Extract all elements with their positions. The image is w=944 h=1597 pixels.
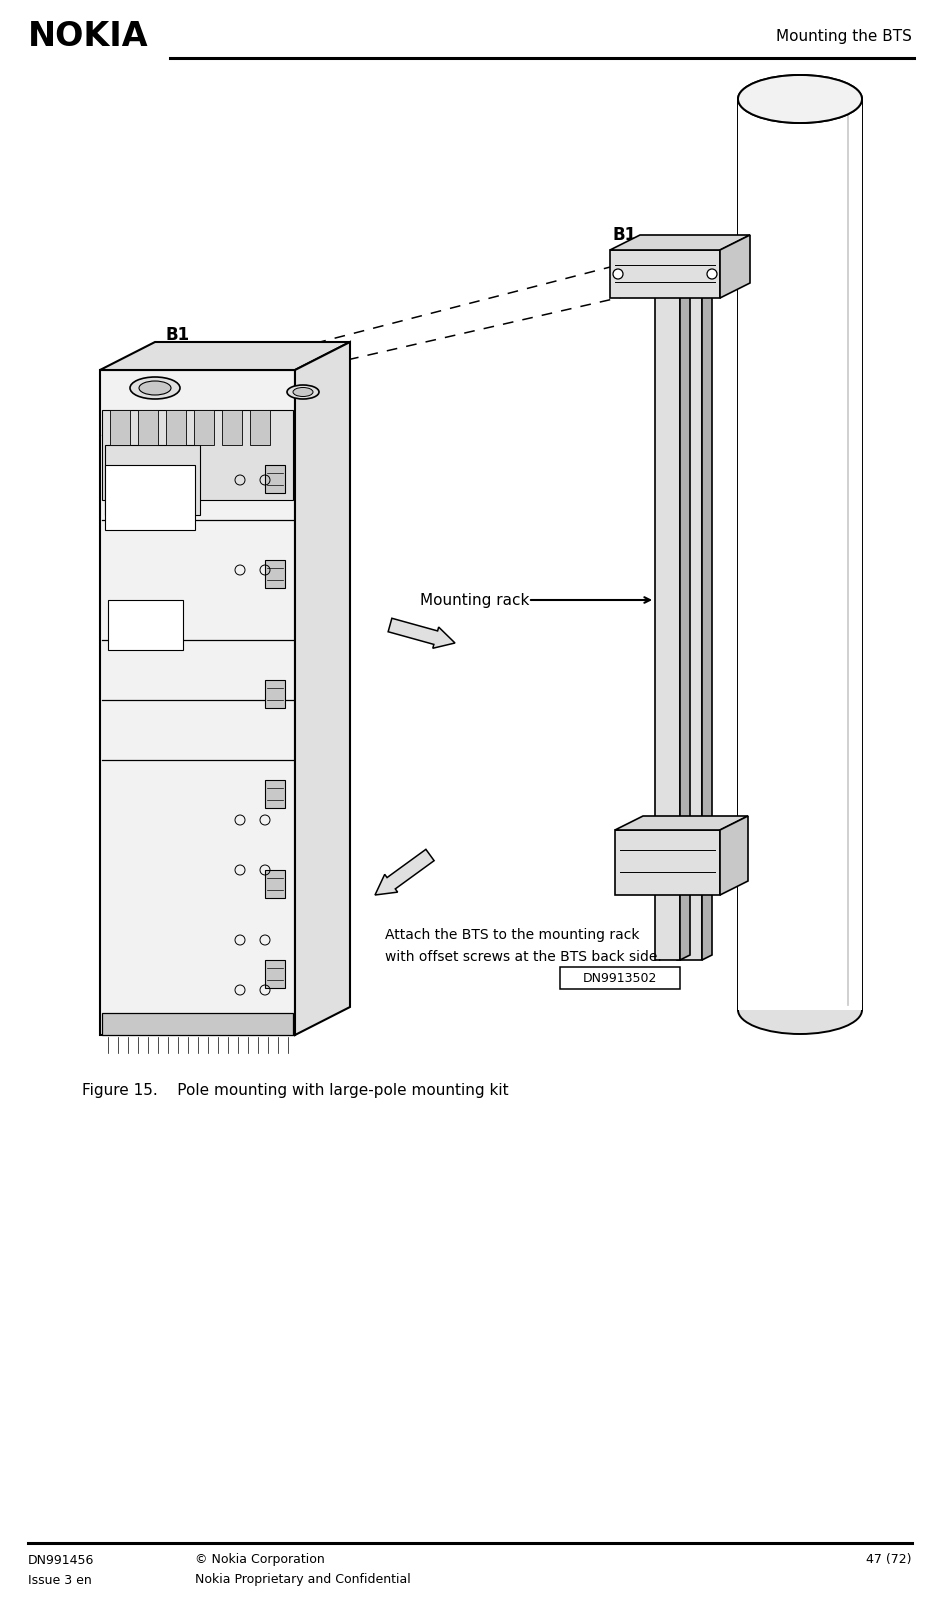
Text: Nokia Proprietary and Confidential: Nokia Proprietary and Confidential <box>195 1573 411 1586</box>
Polygon shape <box>702 284 712 960</box>
Text: B2: B2 <box>253 345 278 363</box>
Ellipse shape <box>287 385 319 399</box>
Text: with offset screws at the BTS back side.: with offset screws at the BTS back side. <box>385 950 662 965</box>
Polygon shape <box>615 816 748 830</box>
Text: 47 (72): 47 (72) <box>867 1554 912 1567</box>
Ellipse shape <box>139 382 171 394</box>
Circle shape <box>613 268 623 279</box>
Polygon shape <box>265 561 285 588</box>
Polygon shape <box>295 342 350 1035</box>
Bar <box>110 410 130 446</box>
Polygon shape <box>265 870 285 898</box>
Bar <box>222 410 242 446</box>
Text: Attach the BTS to the mounting rack: Attach the BTS to the mounting rack <box>385 928 639 942</box>
FancyArrow shape <box>388 618 455 648</box>
Bar <box>194 410 214 446</box>
Bar <box>105 465 195 530</box>
Text: B1: B1 <box>613 227 637 244</box>
Polygon shape <box>100 371 295 1035</box>
FancyArrow shape <box>375 850 434 894</box>
Bar <box>105 446 200 514</box>
Bar <box>138 410 158 446</box>
Bar <box>560 968 680 989</box>
Text: NOKIA: NOKIA <box>28 19 148 53</box>
Polygon shape <box>720 816 748 894</box>
Ellipse shape <box>130 377 180 399</box>
Text: Figure 15.    Pole mounting with large-pole mounting kit: Figure 15. Pole mounting with large-pole… <box>82 1083 509 1097</box>
Polygon shape <box>655 291 680 960</box>
Text: DN991456: DN991456 <box>28 1554 94 1567</box>
Polygon shape <box>615 830 720 894</box>
Bar <box>102 410 293 500</box>
Ellipse shape <box>738 75 862 123</box>
Polygon shape <box>265 465 285 493</box>
Polygon shape <box>655 284 690 291</box>
Polygon shape <box>738 99 862 1009</box>
Bar <box>102 1012 293 1035</box>
Bar <box>250 410 270 446</box>
Ellipse shape <box>293 388 313 396</box>
Polygon shape <box>265 960 285 989</box>
Bar <box>108 600 183 650</box>
Ellipse shape <box>738 985 862 1033</box>
Text: Mounting rack: Mounting rack <box>420 592 530 607</box>
Circle shape <box>707 268 717 279</box>
Polygon shape <box>265 779 285 808</box>
Text: Issue 3 en: Issue 3 en <box>28 1573 92 1586</box>
Polygon shape <box>720 235 750 299</box>
Text: Mounting the BTS: Mounting the BTS <box>776 29 912 43</box>
Text: © Nokia Corporation: © Nokia Corporation <box>195 1554 325 1567</box>
Polygon shape <box>610 235 750 251</box>
Text: B1: B1 <box>166 326 190 343</box>
Text: DN9913502: DN9913502 <box>582 971 657 984</box>
Bar <box>166 410 186 446</box>
Polygon shape <box>265 680 285 707</box>
Text: B2: B2 <box>717 246 742 264</box>
Polygon shape <box>677 291 702 960</box>
Polygon shape <box>100 342 350 371</box>
Polygon shape <box>610 251 720 299</box>
Ellipse shape <box>738 75 862 123</box>
Polygon shape <box>680 284 690 960</box>
